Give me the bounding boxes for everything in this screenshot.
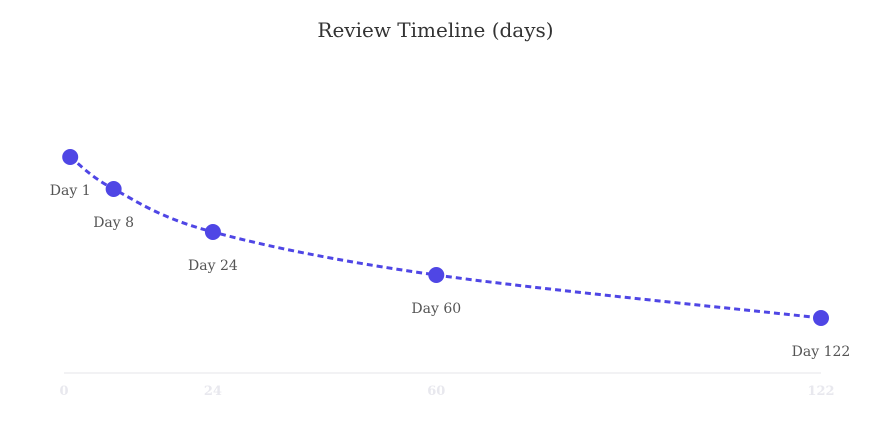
chart-title: Review Timeline (days) [317,18,554,42]
data-point-label: Day 8 [93,215,134,231]
x-tick-label: 0 [59,384,68,399]
data-point-label: Day 24 [188,258,238,274]
data-point [428,267,445,283]
x-tick-label: 122 [807,384,834,399]
data-point [813,310,829,326]
data-point-label: Day 122 [792,344,851,360]
data-point-label: Day 1 [50,183,91,199]
data-point [105,181,122,197]
data-point-label: Day 60 [411,301,461,317]
data-point [204,224,221,240]
x-tick-label: 24 [204,384,222,399]
data-point [62,149,79,165]
series-line [69,155,822,320]
x-tick-label: 60 [427,384,445,399]
